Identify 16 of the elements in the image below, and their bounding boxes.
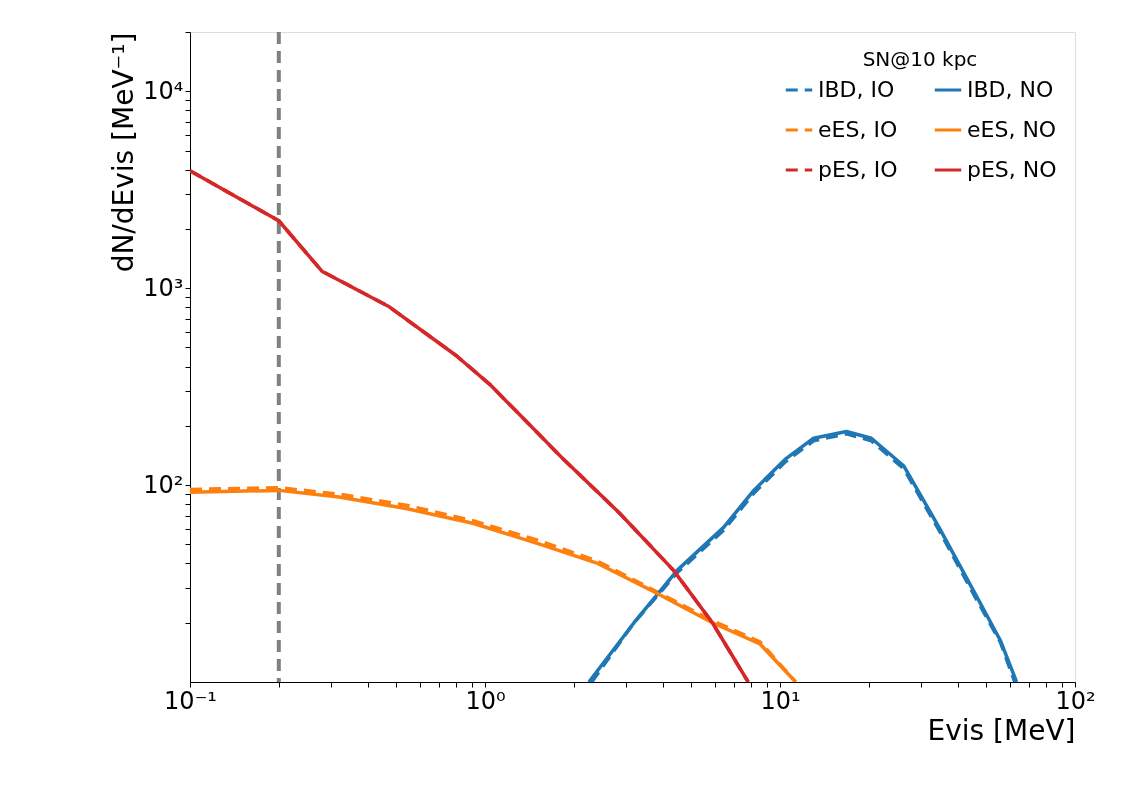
x-tick-label: 10¹ [760, 686, 801, 715]
legend-label: pES, IO [818, 157, 898, 182]
legend-label: eES, NO [967, 117, 1057, 142]
y-tick-label: 10² [143, 470, 184, 499]
x-tick-label: 10⁻¹ [164, 686, 217, 715]
y-axis-title: dN/dEvis [MeV⁻¹] [107, 32, 141, 273]
x-tick-label: 10² [1055, 686, 1096, 715]
legend-label: IBD, IO [818, 77, 895, 102]
x-tick-label: 10⁰ [465, 686, 506, 715]
legend-label: IBD, NO [967, 77, 1054, 102]
x-axis-title: Evis [MeV] [927, 713, 1076, 747]
y-tick-label: 10³ [143, 273, 184, 302]
legend-label: eES, IO [818, 117, 898, 142]
legend-title: SN@10 kpc [862, 47, 978, 71]
y-tick-label: 10⁴ [143, 76, 184, 105]
legend-label: pES, NO [967, 157, 1057, 182]
